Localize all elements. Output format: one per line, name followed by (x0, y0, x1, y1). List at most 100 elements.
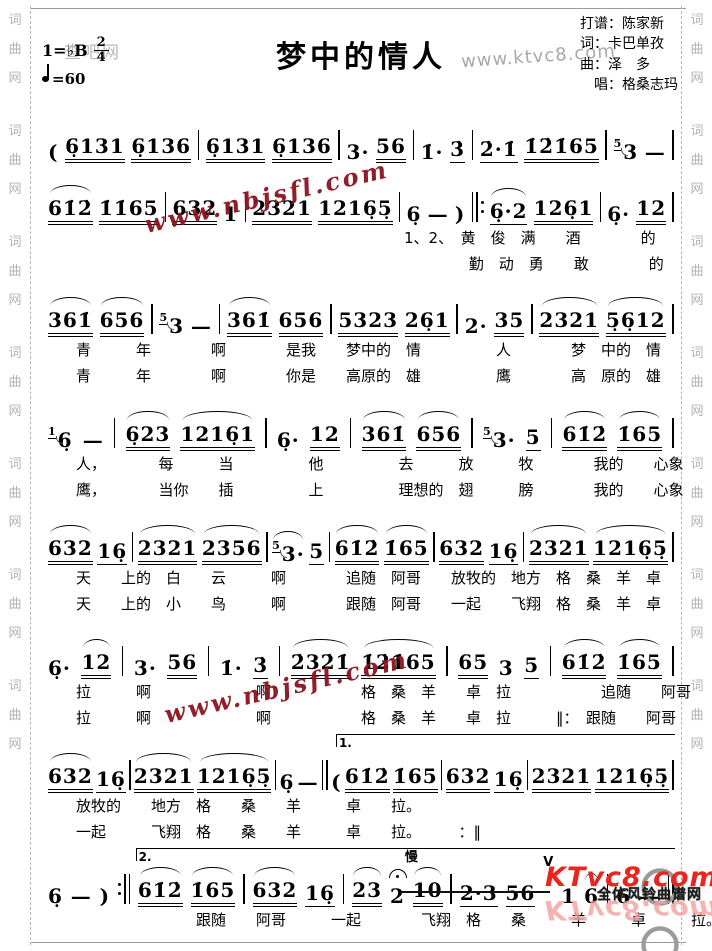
beam-underline: 5 (525, 427, 541, 451)
note-digits: 6̣ (57, 428, 73, 452)
barline-stroke (672, 130, 674, 160)
beam-underline: 1216̣1 (180, 422, 256, 451)
beam-underline: 2·3 (459, 883, 498, 907)
beam-underline: 656 (99, 310, 145, 334)
note-digits: — (190, 314, 212, 338)
note-digits: 6 (616, 884, 632, 908)
beam-underline: 56 (376, 136, 406, 163)
note-group: 1̇65 (392, 764, 438, 793)
note-digits: 12 (81, 650, 112, 674)
note-group: 1216̣5̣ (196, 753, 272, 793)
note-group: 61̇2̇ (561, 639, 607, 679)
lyrics-line: 青 年 啊 是我 梦中的 情 人 梦 中的 情 (76, 341, 662, 359)
grace-note: 1 (48, 425, 57, 439)
note-digits: 61̇2̇ (561, 650, 607, 674)
edge-watermark-char: 词 (8, 124, 22, 139)
note-digits: 1̇65 (617, 650, 662, 674)
barline (151, 304, 153, 334)
note-digits: 2321 (539, 308, 600, 332)
note-group: 5 (525, 426, 541, 451)
beam-underline: 2321 (137, 538, 198, 565)
tempo-marking: =60 (42, 64, 109, 88)
note-group: 632 (172, 197, 218, 225)
edge-watermark-char: 曲 (8, 264, 22, 279)
note-digits: 1̇65 (392, 764, 438, 788)
note-digits: 656 (416, 422, 462, 446)
beam-underline: 1̇65 (617, 424, 663, 448)
note-group: — (71, 885, 92, 907)
note-digits: 5 (524, 653, 540, 677)
edge-watermark-char: 曲 (8, 375, 22, 390)
note-group: 5 (309, 539, 325, 565)
note-group: 656 (416, 411, 462, 451)
beam-underline: 6̣·2 (489, 201, 528, 225)
note-group: 2321 (531, 765, 592, 793)
time-signature-denominator: 4 (96, 49, 106, 65)
barline-stroke (265, 418, 267, 448)
note-digits: 656 (278, 308, 324, 332)
edge-watermark-char: 网 (8, 737, 22, 752)
beam-underline: 632 (445, 766, 491, 793)
beam-underline: 61̇2̇ (561, 650, 607, 676)
quarter-note-icon (42, 64, 49, 83)
barline-stroke (531, 304, 533, 334)
note-digits: 5 (309, 539, 325, 563)
note-digits: 61̇2̇ (137, 878, 183, 902)
note-digits: — (297, 770, 319, 794)
note-group: 23 (352, 867, 383, 907)
barline-stroke (599, 192, 602, 222)
note-group: 61̇2̇ (344, 765, 390, 793)
note-group: 10 (412, 867, 443, 907)
edge-watermark-char: 曲 (8, 597, 22, 612)
ktvc8-logo: 〇〇 KTvc8.com KTvc8.com 全体风铃曲谱网 (400, 858, 712, 951)
barline-stroke (113, 418, 116, 448)
note-digits: 61̇2̇ (48, 196, 93, 220)
note-group: 632 (439, 536, 485, 565)
barline (446, 646, 448, 676)
beam-underline: 1̇65 (383, 538, 429, 562)
note-digits: 5̣6̣12 (605, 308, 666, 332)
beam-underline: 12 (81, 650, 112, 676)
edge-watermark-char: 曲 (8, 708, 22, 723)
barline (433, 532, 435, 562)
barline (549, 646, 552, 676)
note-group: 61̇2̇ (562, 411, 608, 451)
edge-watermark-char: 词 (690, 346, 704, 361)
barline-stroke (522, 532, 525, 562)
note-group: 56 (376, 135, 406, 163)
note-digits: ( (48, 140, 59, 164)
note-digits: 1̇2̇1̇65 (524, 134, 599, 158)
note-digits: 26̣1 (404, 308, 450, 332)
note-digits: 632 (439, 536, 485, 560)
beam-underline: 1̇2̇1̇65 (524, 136, 599, 160)
score-body: (6̣131 6̣136 6̣131 6̣136 3· 56 1̇· 3̇ 2̇·1̇ 1̇2̇1… (48, 100, 712, 944)
note-group: 12 (636, 197, 667, 225)
time-signature-numerator: 2 (93, 36, 109, 51)
barline (349, 418, 352, 448)
note-digits: 2̇32̇1̇ (290, 650, 351, 674)
note-group: 6̣131 (205, 135, 266, 163)
barline-stroke (124, 874, 126, 904)
note-group: ) (100, 885, 110, 907)
notes-row: 361̇ 656 53—361̇ 656 5323 26̣1 2· 35 2321 5̣6̣12 (48, 274, 674, 337)
note-digits: 2356 (201, 536, 262, 560)
barline-stroke (330, 304, 332, 334)
beam-underline: 12 (81, 650, 112, 679)
note-digits: 1216̣1 (180, 422, 256, 446)
note-group: 3̇ (253, 654, 269, 679)
beam-underline: 1̇1̇65 (98, 198, 159, 222)
note-group: 1̇65 (190, 867, 236, 907)
note-group: — (83, 429, 104, 451)
edge-watermark-char: 词 (690, 13, 704, 28)
barline (456, 304, 458, 334)
page-border-bottom (30, 942, 686, 943)
beam-underline: 361̇ (48, 310, 93, 337)
note-digits: 6̣ (406, 202, 422, 226)
beam-underline: 6̣131 (65, 136, 125, 160)
beam-underline: 632 (48, 766, 93, 790)
beam-underline: 1216̣1 (180, 422, 256, 448)
note-group: 6̣ (48, 885, 63, 907)
barline-stroke (476, 192, 478, 222)
note-group: 12 (309, 423, 340, 451)
note-digits: 6̣131 (65, 134, 125, 158)
